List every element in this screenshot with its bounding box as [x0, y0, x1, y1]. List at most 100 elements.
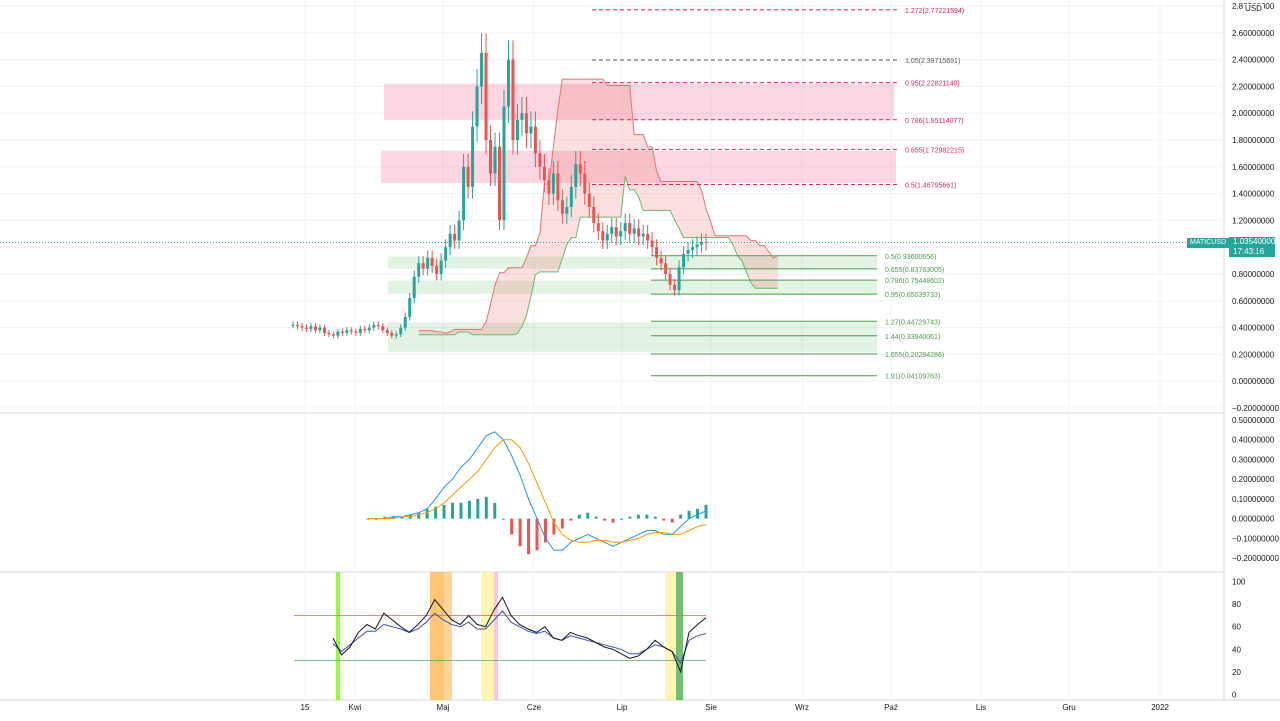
- signal-highlight: [336, 572, 340, 700]
- candle-body: [623, 223, 627, 232]
- candle-body: [408, 298, 412, 317]
- macd-histogram-bar: [670, 518, 674, 523]
- price-tick-label: 2.20000000: [1232, 82, 1275, 91]
- candle-body: [394, 334, 398, 336]
- time-tick-label: Lip: [617, 703, 628, 712]
- candle-body: [354, 331, 358, 333]
- price-tick-label: −0.20000000: [1232, 404, 1279, 413]
- support-zone: [388, 256, 877, 269]
- candle-body: [390, 332, 394, 336]
- macd-histogram-bar: [434, 506, 438, 519]
- time-tick-label: Lis: [976, 703, 986, 712]
- candle-body: [381, 326, 385, 331]
- macd-histogram-bar: [417, 512, 421, 519]
- candle-body: [309, 326, 313, 329]
- candle-body: [506, 59, 510, 107]
- candle-body: [457, 220, 461, 241]
- signal-highlight: [430, 572, 444, 700]
- fib-lower-label: 0.95(0.65039733): [885, 292, 940, 299]
- macd-histogram-bar: [484, 496, 488, 519]
- candle-body: [628, 223, 632, 234]
- macd-signal-line: [368, 439, 707, 543]
- candle-body: [295, 324, 299, 327]
- signal-highlight: [494, 572, 498, 700]
- macd-histogram-bar: [527, 518, 531, 555]
- candle-body: [578, 164, 582, 174]
- macd-histogram-bar: [501, 518, 505, 520]
- macd-pane: [366, 431, 708, 555]
- price-tick-label: 1.60000000: [1232, 163, 1275, 172]
- candle-body: [498, 146, 501, 221]
- candle-body: [574, 164, 578, 187]
- candle-body: [466, 166, 470, 187]
- oscillator-tick-label: 40: [1232, 645, 1241, 654]
- macd-histogram-bar: [645, 514, 649, 519]
- candle-body: [560, 200, 564, 214]
- macd-histogram-bar: [662, 518, 666, 521]
- oscillator-tick-label: 0: [1232, 690, 1237, 699]
- oscillator-tick-label: 80: [1232, 600, 1241, 609]
- bar-countdown: 17:43:16: [1233, 247, 1265, 256]
- fib-lower-label: 0.655(0.83763005): [885, 267, 944, 274]
- candle-body: [417, 263, 421, 277]
- macd-tick-label: −0.10000000: [1232, 534, 1279, 543]
- candle-body: [363, 328, 367, 331]
- oscillator-pane: [294, 572, 707, 700]
- macd-histogram-bar: [636, 514, 640, 519]
- candle-body: [444, 247, 448, 261]
- candle-body: [682, 253, 686, 268]
- candle-body: [489, 140, 493, 174]
- currency-label: USD: [1243, 4, 1264, 13]
- candle-body: [318, 327, 322, 331]
- fib-upper-label: 0.5(1.46795661): [905, 182, 956, 189]
- fib-lower-label: 0.5(0.93600656): [885, 254, 936, 261]
- candle-body: [322, 327, 326, 333]
- candle-body: [619, 231, 623, 237]
- candle-body: [475, 86, 479, 127]
- macd-histogram-bar: [611, 518, 615, 523]
- candle-body: [547, 180, 551, 194]
- symbol-badge: MATICUSD: [1187, 238, 1230, 248]
- candle-body: [686, 249, 690, 254]
- candle-body: [313, 326, 317, 331]
- price-tick-label: 2.00000000: [1232, 109, 1275, 118]
- macd-histogram-bar: [467, 500, 471, 519]
- macd-histogram-bar: [577, 514, 581, 519]
- candle-body: [673, 284, 677, 291]
- macd-tick-label: 0.20000000: [1232, 475, 1275, 484]
- candle-body: [399, 327, 403, 335]
- candle-body: [556, 173, 560, 201]
- signal-highlight: [676, 572, 683, 700]
- macd-histogram-bar: [687, 510, 691, 519]
- macd-histogram-bar: [704, 504, 708, 519]
- candle-body: [480, 52, 484, 87]
- candle-body: [426, 257, 430, 269]
- last-price: 1.03540000: [1233, 237, 1276, 246]
- gridlines: [0, 0, 1280, 701]
- candle-body: [358, 328, 362, 333]
- fib-upper-label: 0.655(1.72982215): [905, 147, 964, 154]
- candle-body: [403, 316, 407, 328]
- macd-histogram-bar: [628, 516, 632, 519]
- cloud-area: [418, 79, 778, 335]
- candle-body: [385, 330, 389, 333]
- macd-tick-label: 0.50000000: [1232, 416, 1275, 425]
- cloud-span-a: [418, 78, 779, 334]
- fib-lower-label: 1.27(0.44729743): [885, 319, 940, 326]
- macd-histogram-bar: [569, 518, 573, 521]
- macd-tick-label: 0.00000000: [1232, 515, 1275, 524]
- candle-body: [367, 327, 371, 331]
- candle-body: [345, 330, 349, 333]
- macd-histogram-bar: [451, 502, 454, 519]
- macd-histogram-bar: [493, 502, 497, 519]
- candle-body: [583, 173, 587, 194]
- candle-body: [637, 228, 641, 237]
- candle-body: [430, 257, 434, 266]
- candle-body: [551, 173, 555, 194]
- price-tick-label: 1.80000000: [1232, 136, 1275, 145]
- fib-upper-label: 0.95(2.22821140): [905, 81, 960, 88]
- price-tick-label: 0.00000000: [1232, 377, 1275, 386]
- macd-histogram-bar: [374, 518, 378, 520]
